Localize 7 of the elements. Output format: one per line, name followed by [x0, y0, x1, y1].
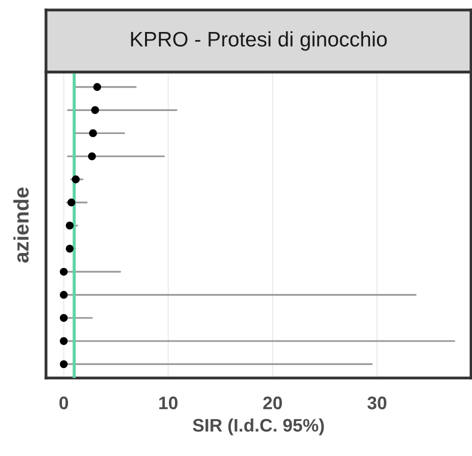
y-axis-title: aziende — [13, 188, 29, 263]
x-tick-label: 10 — [159, 396, 178, 410]
x-tick-label: 30 — [367, 396, 386, 410]
x-axis-title: SIR (I.d.C. 95%) — [192, 418, 324, 436]
x-tick-label: 0 — [59, 396, 68, 410]
chart-title: KPRO - Protesi di ginocchio — [131, 31, 387, 51]
x-tick-label: 20 — [263, 396, 282, 410]
